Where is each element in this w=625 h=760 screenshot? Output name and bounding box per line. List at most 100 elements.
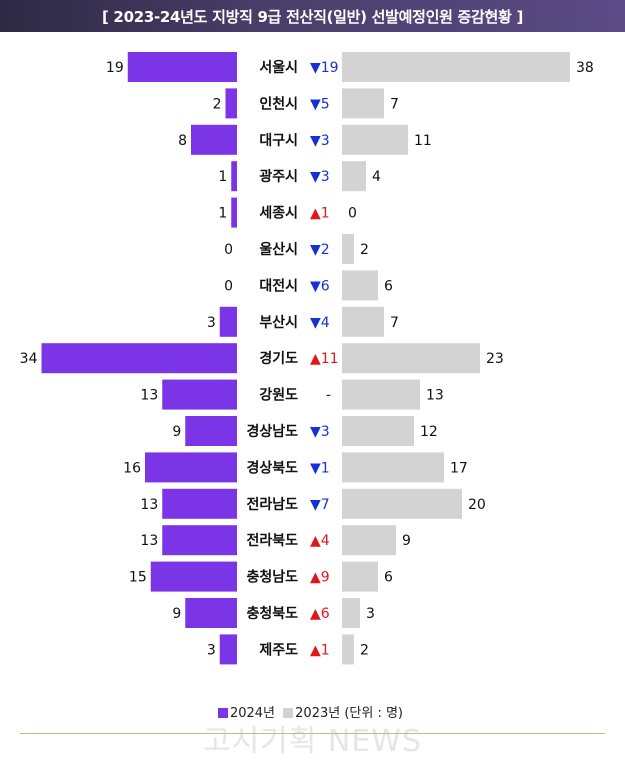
bar-2023 — [342, 52, 570, 82]
category-label: 제주도 — [259, 642, 298, 658]
bar-2024 — [191, 124, 237, 155]
value-label-2023: 6 — [384, 278, 393, 294]
bar-2024 — [219, 634, 237, 665]
change-indicator: ▼6 — [310, 278, 330, 294]
value-label-2023: 12 — [420, 424, 438, 440]
bar-2023 — [342, 270, 378, 301]
change-indicator: ▲1 — [310, 206, 330, 222]
legend-swatch-2024 — [217, 708, 228, 718]
category-label: 경상북도 — [246, 459, 298, 476]
bar-2024 — [185, 416, 237, 446]
change-indicator: ▼4 — [310, 315, 330, 331]
bar-2024 — [162, 525, 237, 556]
value-label-2023: 6 — [384, 570, 393, 586]
bar-2024 — [231, 161, 237, 192]
bar-2024 — [219, 306, 237, 337]
bar-2023 — [342, 379, 420, 410]
bar-2023 — [342, 306, 384, 337]
legend-label-2024: 2024년 — [229, 706, 276, 721]
legend-swatch-2023 — [283, 708, 294, 718]
change-indicator: ▲6 — [310, 606, 330, 622]
value-label-2024: 3 — [207, 315, 216, 331]
chart-legend: 2024년 2023년 (단위 : 명) — [0, 702, 625, 721]
category-label: 부산시 — [259, 314, 298, 331]
bar-2023 — [342, 561, 378, 592]
value-label-2024: 13 — [140, 497, 158, 513]
value-label-2024: 0 — [224, 278, 233, 294]
value-label-2023: 7 — [390, 315, 399, 331]
bar-2023 — [342, 452, 444, 483]
value-label-2024: 9 — [172, 606, 181, 622]
value-label-2024: 8 — [178, 133, 187, 149]
bar-2024 — [145, 452, 237, 483]
legend-item-2024: 2024년 — [217, 706, 276, 721]
bar-2023 — [342, 634, 354, 665]
change-indicator: ▼1 — [310, 460, 330, 476]
value-label-2023: 11 — [414, 133, 432, 149]
legend-label-2023: 2023년 (단위 : 명) — [295, 706, 404, 721]
value-label-2024: 15 — [129, 570, 147, 586]
value-label-2024: 34 — [20, 351, 38, 367]
change-indicator: ▼2 — [310, 242, 330, 258]
bar-2023 — [342, 234, 354, 264]
bar-2023 — [342, 88, 384, 119]
change-indicator: - — [326, 388, 331, 404]
value-label-2024: 0 — [224, 242, 233, 258]
category-label: 광주시 — [259, 168, 298, 185]
change-indicator: ▲4 — [310, 533, 330, 549]
value-label-2024: 13 — [140, 388, 158, 404]
bar-2023 — [342, 598, 360, 628]
category-label: 전라북도 — [246, 532, 298, 549]
category-label: 대전시 — [259, 277, 298, 294]
value-label-2023: 4 — [372, 169, 381, 185]
watermark: 고시기획 NEWS — [202, 724, 423, 759]
category-label: 인천시 — [259, 95, 298, 112]
value-label-2023: 2 — [360, 642, 369, 658]
value-label-2023: 9 — [402, 533, 411, 549]
category-label: 전라남도 — [246, 496, 298, 513]
value-label-2024: 13 — [140, 533, 158, 549]
category-label: 울산시 — [259, 241, 298, 258]
value-label-2023: 23 — [486, 351, 504, 367]
category-label: 경기도 — [259, 350, 298, 367]
bar-2023 — [342, 343, 480, 374]
change-indicator: ▲9 — [310, 570, 330, 586]
category-label: 경상남도 — [246, 423, 298, 440]
value-label-2023: 38 — [576, 60, 594, 76]
bar-2023 — [342, 525, 396, 556]
value-label-2023: 17 — [450, 460, 468, 476]
bar-2024 — [127, 52, 237, 82]
change-indicator: ▲11 — [310, 351, 339, 367]
value-label-2024: 1 — [218, 206, 227, 222]
bar-2024 — [162, 379, 237, 410]
change-indicator: ▼3 — [310, 424, 330, 440]
bar-2023 — [342, 416, 414, 446]
value-label-2024: 1 — [218, 169, 227, 185]
bar-2024 — [225, 88, 237, 119]
bar-2024 — [41, 343, 237, 374]
change-indicator: ▼19 — [310, 60, 339, 76]
value-label-2023: 7 — [390, 96, 399, 112]
change-indicator: ▲1 — [310, 642, 330, 658]
chart-title: [ 2023-24년도 지방직 9급 전산직(일반) 선발예정인원 증감현황 ] — [0, 0, 625, 32]
change-indicator: ▼3 — [310, 133, 330, 149]
value-label-2024: 9 — [172, 424, 181, 440]
value-label-2024: 16 — [123, 460, 141, 476]
change-indicator: ▼3 — [310, 169, 330, 185]
category-label: 강원도 — [259, 387, 298, 404]
bar-2023 — [342, 124, 408, 155]
value-label-2024: 2 — [213, 96, 222, 112]
value-label-2023: 0 — [348, 206, 357, 222]
category-label: 대구시 — [259, 133, 298, 149]
value-label-2024: 19 — [106, 60, 124, 76]
value-label-2023: 20 — [468, 497, 486, 513]
value-label-2023: 3 — [366, 606, 375, 622]
value-label-2023: 13 — [426, 388, 444, 404]
value-label-2024: 3 — [207, 642, 216, 658]
category-label: 충청북도 — [246, 606, 298, 622]
change-indicator: ▼7 — [310, 497, 330, 513]
bar-2024 — [185, 598, 237, 628]
bar-2024 — [162, 488, 237, 519]
category-label: 충청남도 — [246, 569, 298, 586]
bar-2024 — [150, 561, 237, 592]
